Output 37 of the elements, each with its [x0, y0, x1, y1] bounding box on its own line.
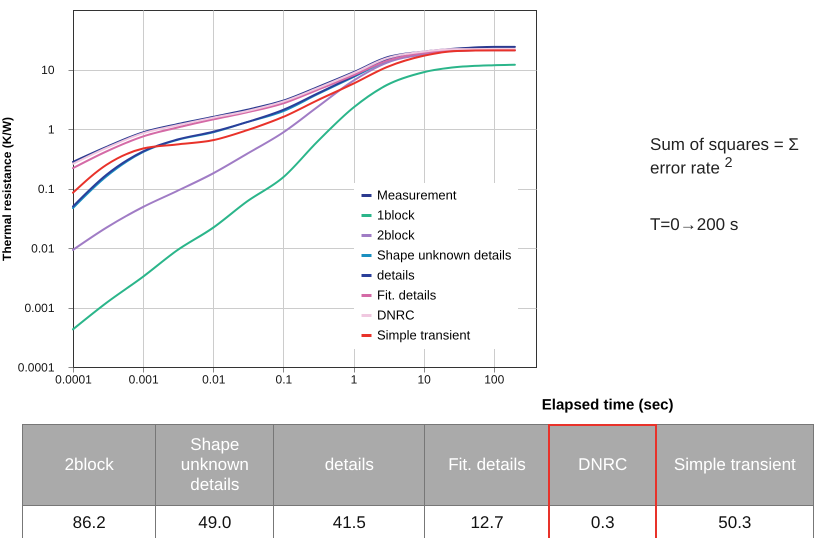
text: 50.3	[656, 506, 814, 538]
x-tick-label: 10	[417, 372, 432, 386]
text: 0.3	[549, 506, 656, 538]
legend-label: Fit. details	[377, 288, 437, 302]
x-tick-label: 1	[350, 372, 358, 386]
x-axis-title: Elapsed time (sec)	[542, 396, 674, 414]
legend-label: details	[377, 268, 416, 282]
legend-label: DNRC	[377, 308, 415, 322]
text: DNRC	[549, 424, 656, 506]
y-tick-label: 0.0001	[18, 360, 55, 374]
y-axis-title: Thermal resistance (K/W)	[0, 116, 14, 262]
text: 2block	[22, 424, 156, 506]
y-tick-label: 0.001	[24, 301, 55, 315]
text: 49.0	[156, 506, 274, 538]
text: details	[274, 424, 425, 506]
text: 86.2	[22, 506, 156, 538]
text: T=0→200 s	[650, 215, 740, 235]
text: Simple transient	[656, 424, 814, 506]
text: Shape unknown details	[156, 424, 274, 506]
text: Fit. details	[424, 424, 550, 506]
legend-label: Simple transient	[377, 328, 471, 342]
legend-label: 1block	[377, 208, 416, 222]
legend-label: 2block	[377, 228, 416, 242]
x-tick-label: 0.001	[128, 372, 159, 386]
legend-label: Measurement	[377, 188, 457, 202]
y-tick-label: 1	[48, 122, 55, 136]
x-tick-label: 0.01	[202, 372, 226, 386]
x-tick-label: 0.0001	[55, 372, 92, 386]
text: Sum of squares = Σ error rate $^{2}$	[650, 135, 800, 179]
x-tick-label: 100	[484, 372, 505, 386]
legend-label: Shape unknown details	[377, 248, 512, 262]
text: 12.7	[424, 506, 550, 538]
y-tick-label: 0.1	[38, 182, 55, 196]
y-tick-label: 10	[41, 63, 55, 77]
text: 41.5	[274, 506, 425, 538]
x-tick-label: 0.1	[276, 372, 293, 386]
y-tick-label: 0.01	[31, 242, 55, 256]
